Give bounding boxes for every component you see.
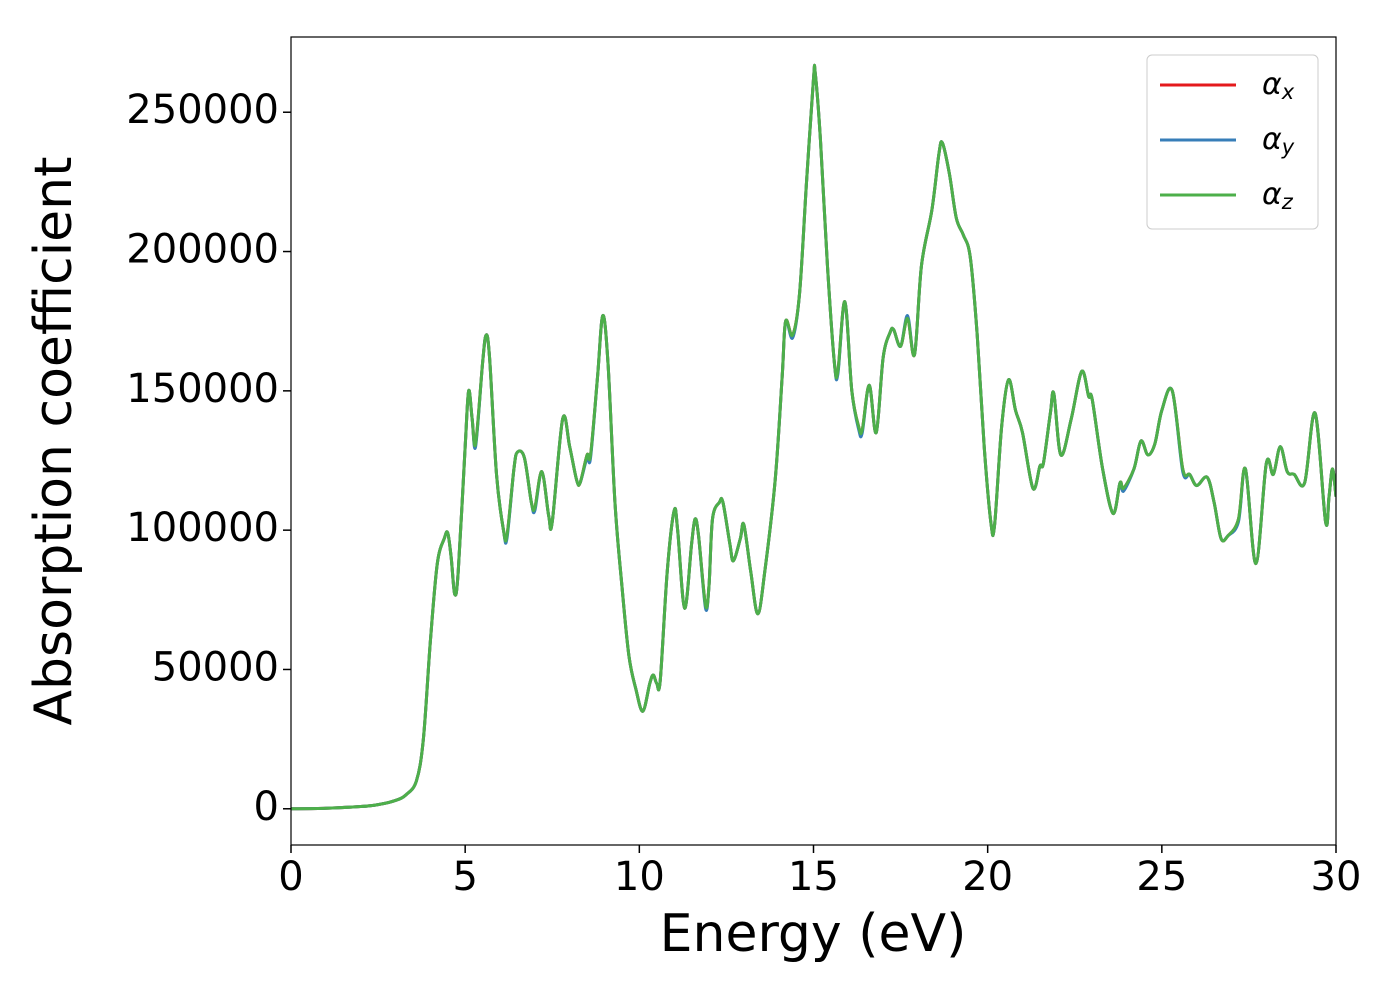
y-tick-label: 200000 (126, 227, 279, 273)
x-tick-label: 25 (1136, 854, 1187, 900)
x-tick-label: 15 (788, 854, 839, 900)
x-tick-label: 0 (278, 854, 303, 900)
legend-label: αz (1262, 177, 1294, 215)
x-tick-label: 5 (452, 854, 477, 900)
y-axis-label: Absorption coefficient (24, 156, 84, 725)
y-tick-label: 50000 (152, 644, 279, 690)
x-tick-label: 10 (614, 854, 665, 900)
y-tick-label: 250000 (126, 87, 279, 133)
series-line (291, 63, 1336, 811)
y-tick-label: 150000 (126, 366, 279, 412)
x-tick-label: 30 (1311, 854, 1362, 900)
legend-box (1146, 54, 1319, 230)
legend-label: αx (1262, 67, 1295, 105)
x-tick-label: 20 (962, 854, 1013, 900)
legend-label: αy (1262, 122, 1295, 160)
y-tick-label: 0 (254, 784, 279, 830)
x-axis-label: Energy (eV) (660, 904, 967, 964)
plot-frame (290, 36, 1337, 846)
y-tick-label: 100000 (126, 505, 279, 551)
